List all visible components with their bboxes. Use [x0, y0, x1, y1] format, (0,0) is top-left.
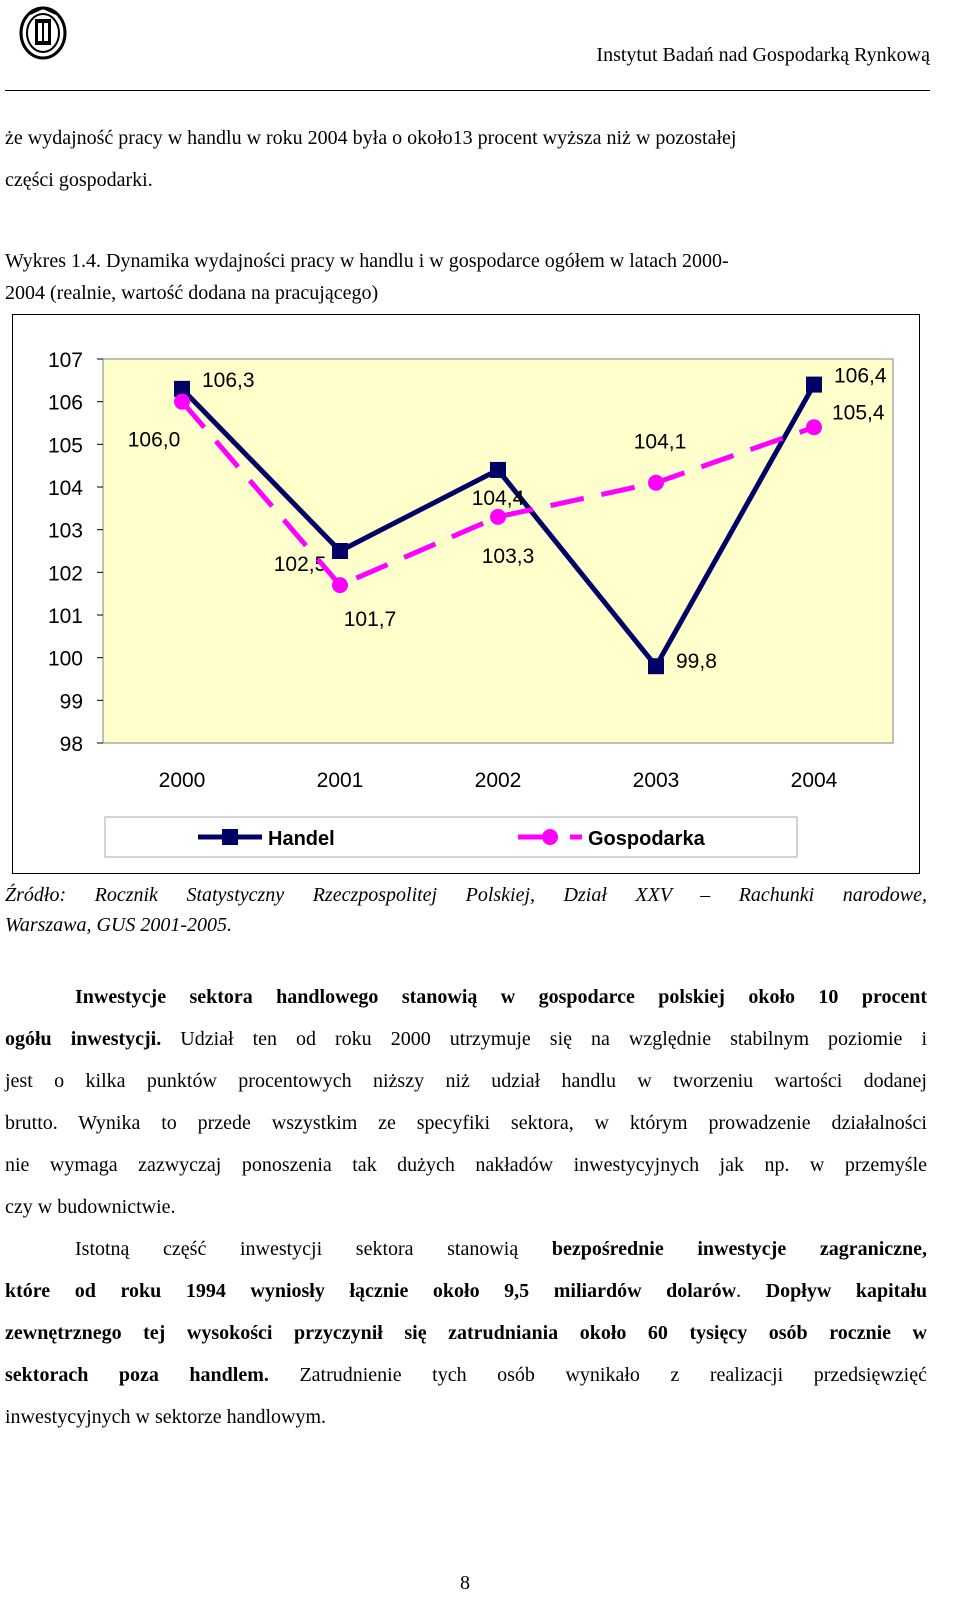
plain-text: . — [736, 1280, 766, 1302]
productivity-chart: 107 106 105 104 103 102 101 100 99 98 2000 2001 2002… — [48, 349, 894, 858]
data-point-handel — [174, 380, 190, 397]
para-line: Inwestycje sektora handlowego stanowią w… — [5, 976, 927, 1018]
bold-text: zewnętrznego tej wysokości przyczynił si… — [5, 1322, 927, 1344]
intro-paragraph: że wydajność pracy w handlu w roku 2004 … — [5, 117, 927, 201]
data-point-gospodarka — [174, 393, 190, 410]
y-tick-label: 105 — [48, 434, 83, 457]
plain-text: Udział ten od roku 2000 utrzymuje się na… — [161, 1028, 928, 1050]
chart-caption: Wykres 1.4. Dynamika wydajności pracy w … — [5, 245, 927, 309]
caption-text: Dynamika wydajności pracy w handlu i w g… — [101, 250, 729, 272]
bold-text: sektorach poza handlem. — [5, 1364, 269, 1386]
data-label: 106,4 — [834, 365, 887, 388]
legend-marker — [222, 829, 238, 845]
header-divider — [5, 90, 930, 91]
intro-line: że wydajność pracy w handlu w roku 2004 … — [5, 127, 737, 149]
data-point-handel — [806, 376, 822, 393]
para-line: nie wymaga zazwyczaj ponoszenia tak duży… — [5, 1154, 927, 1176]
x-tick-label: 2003 — [633, 769, 680, 792]
data-point-handel — [648, 658, 664, 675]
data-label: 105,4 — [832, 401, 885, 424]
bold-text: które od roku 1994 wyniosły łącznie okoł… — [5, 1280, 737, 1302]
data-label: 101,7 — [344, 608, 397, 631]
para-line: które od roku 1994 wyniosły łącznie okoł… — [5, 1270, 927, 1312]
data-point-gospodarka — [332, 577, 348, 594]
legend-label: Gospodarka — [588, 828, 706, 850]
institute-name: Instytut Badań nad Gospodarką Rynkową — [596, 44, 930, 66]
x-tick-label: 2004 — [791, 769, 838, 792]
plain-text: Zatrudnienie tych osób wynikało z realiz… — [268, 1364, 927, 1386]
chart-source: Źródło: Rocznik Statystyczny Rzeczpospol… — [5, 880, 927, 940]
y-tick-label: 106 — [48, 392, 83, 415]
x-tick-label: 2000 — [159, 769, 206, 792]
data-label: 102,5 — [274, 553, 327, 576]
data-label: 104,4 — [472, 487, 525, 510]
investment-paragraph: Inwestycje sektora handlowego stanowią w… — [5, 976, 927, 1228]
data-label: 104,1 — [634, 431, 687, 454]
data-point-gospodarka — [648, 474, 664, 491]
bold-text: Inwestycje sektora handlowego stanowią w… — [75, 986, 927, 1008]
x-tick-label: 2002 — [475, 769, 522, 792]
para-line: jest o kilka punktów procentowych niższy… — [5, 1070, 927, 1092]
data-label: 106,0 — [128, 429, 181, 452]
source-line: Źródło: Rocznik Statystyczny Rzeczpospol… — [5, 884, 927, 906]
para-line: ogółu inwestycji. Udział ten od roku 200… — [5, 1018, 927, 1060]
fdi-paragraph: Istotną część inwestycji sektora stanowi… — [5, 1228, 927, 1438]
para-line: zewnętrznego tej wysokości przyczynił si… — [5, 1312, 927, 1354]
data-point-handel — [490, 461, 506, 478]
data-label: 103,3 — [482, 545, 535, 568]
para-line: sektorach poza handlem. Zatrudnienie tyc… — [5, 1354, 927, 1396]
data-point-handel — [332, 543, 348, 559]
bold-text: bezpośrednie inwestycje zagraniczne, — [551, 1238, 928, 1260]
para-line: brutto. Wynika to przede wszystkim ze sp… — [5, 1112, 927, 1134]
y-tick-label: 102 — [48, 562, 83, 585]
source-line: Warszawa, GUS 2001-2005. — [5, 914, 233, 936]
y-tick-label: 101 — [48, 605, 83, 628]
y-tick-label: 103 — [48, 520, 83, 543]
x-tick-label: 2001 — [317, 769, 364, 792]
y-tick-label: 99 — [60, 690, 83, 713]
para-line: Istotną część inwestycji sektora stanowi… — [5, 1228, 927, 1270]
bold-text: ogółu inwestycji. — [5, 1028, 162, 1050]
caption-text: 2004 (realnie, wartość dodana na pracują… — [5, 282, 379, 304]
bold-text: Dopływ kapitału — [765, 1280, 928, 1302]
intro-line: części gospodarki. — [5, 169, 153, 191]
para-line: czy w budownictwie. — [5, 1196, 176, 1218]
data-point-gospodarka — [490, 508, 506, 525]
series-line-gospodarka — [180, 400, 815, 589]
y-tick-label: 107 — [48, 349, 83, 372]
legend-marker — [542, 829, 558, 845]
legend-label: Handel — [268, 828, 335, 850]
caption-label: Wykres 1.4. — [5, 250, 101, 272]
y-tick-label: 98 — [60, 733, 83, 756]
plain-text: Istotną część inwestycji sektora stanowi… — [75, 1238, 552, 1260]
para-line: inwestycyjnych w sektorze handlowym. — [5, 1406, 327, 1428]
plot-area — [102, 358, 894, 744]
y-tick-label: 100 — [48, 648, 83, 671]
y-tick-label: 104 — [48, 477, 83, 500]
data-label: 106,3 — [202, 369, 255, 392]
data-label: 99,8 — [676, 650, 717, 673]
chart-frame: 107 106 105 104 103 102 101 100 99 98 2000 2001 2002… — [12, 314, 920, 874]
data-point-gospodarka — [806, 419, 822, 436]
page-number: 8 — [460, 1572, 470, 1594]
institute-logo — [19, 6, 67, 60]
